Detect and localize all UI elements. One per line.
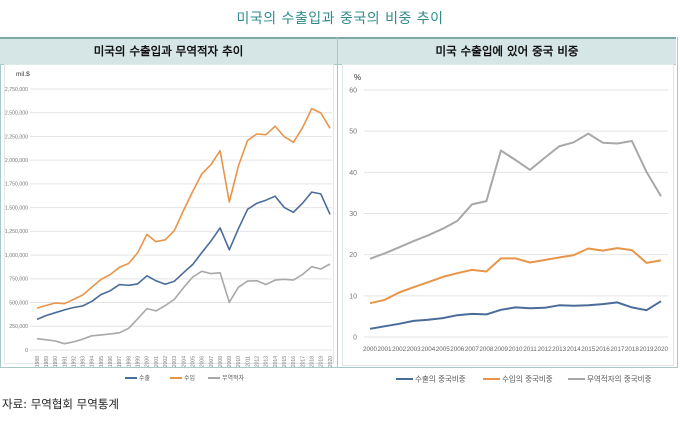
left-x-tick-label: 2008	[218, 356, 224, 367]
right-y-tick-label: 40	[349, 170, 357, 177]
right-y-tick-label: 0	[353, 334, 357, 341]
right-x-tick-label: 2017	[610, 346, 625, 353]
right-legend-label: 수입의 중국비중	[502, 374, 553, 384]
left-x-tick-label: 2007	[209, 356, 215, 367]
right-x-tick-label: 2002	[392, 346, 407, 353]
left-x-tick-label: 2020	[328, 356, 334, 367]
right-x-tick-label: 2008	[479, 346, 494, 353]
left-y-tick-label: 1,250,000	[5, 229, 28, 235]
panel-divider	[337, 37, 338, 368]
left-x-tick-label: 1988	[35, 356, 41, 367]
right-legend-label: 무역적자의 중국비중	[587, 374, 652, 384]
left-x-tick-label: 1993	[81, 356, 87, 367]
right-y-unit-label: %	[354, 73, 361, 82]
right-y-tick-label: 20	[349, 252, 357, 259]
left-x-tick-label: 1998	[126, 356, 132, 367]
left-x-tick-label: 1997	[117, 356, 123, 367]
left-legend-label: 수입	[184, 374, 195, 382]
right-x-tick-label: 2005	[436, 346, 451, 353]
right-x-tick-label: 2010	[508, 346, 523, 353]
left-series-line-0	[36, 191, 331, 321]
left-x-tick-label: 2014	[273, 356, 279, 367]
left-chart-box	[4, 64, 334, 364]
left-x-tick-label: 2012	[255, 356, 261, 367]
right-y-tick-label: 30	[349, 211, 357, 218]
left-x-tick-label: 2018	[309, 356, 315, 367]
right-x-tick-label: 2018	[625, 346, 640, 353]
left-series-line-1	[36, 107, 331, 309]
left-x-tick-label: 1996	[108, 356, 114, 367]
right-x-tick-label: 2014	[567, 346, 582, 353]
right-series-line-2	[369, 132, 662, 260]
left-y-tick-label: 1,750,000	[5, 182, 28, 188]
right-y-tick-label: 10	[349, 293, 357, 300]
left-y-tick-label: 750,000	[9, 277, 28, 283]
left-legend-label: 무역적자	[222, 374, 245, 382]
right-x-tick-label: 2000	[363, 346, 378, 353]
right-x-tick-label: 2016	[596, 346, 611, 353]
panel-frame	[0, 37, 678, 368]
left-y-tick-label: 2,250,000	[5, 134, 28, 140]
left-y-tick-label: 1,000,000	[5, 253, 28, 259]
left-y-tick-label: 0	[25, 348, 28, 354]
right-x-tick-label: 2020	[654, 346, 669, 353]
right-x-tick-label: 2001	[378, 346, 393, 353]
right-x-tick-label: 2012	[538, 346, 553, 353]
right-panel-header: 미국 수출입에 있어 중국 비중	[338, 37, 676, 65]
right-x-tick-label: 2013	[552, 346, 567, 353]
left-x-tick-label: 2017	[300, 356, 306, 367]
right-x-tick-label: 2019	[639, 346, 654, 353]
left-x-tick-label: 2009	[227, 356, 233, 367]
source-note: 자료: 무역협회 무역통계	[2, 397, 119, 411]
left-x-tick-label: 1989	[44, 356, 50, 367]
left-y-unit-label: mil.$	[16, 71, 30, 78]
left-y-tick-label: 2,000,000	[5, 158, 28, 164]
left-x-tick-label: 2016	[291, 356, 297, 367]
right-y-tick-label: 50	[349, 129, 357, 136]
left-x-tick-label: 2010	[236, 356, 242, 367]
right-legend-label: 수출의 중국비중	[415, 374, 466, 384]
left-x-tick-label: 1990	[53, 356, 59, 367]
right-series-line-0	[369, 300, 662, 330]
left-x-tick-label: 2001	[154, 356, 160, 367]
right-x-tick-label: 2006	[450, 346, 465, 353]
left-legend-label: 수출	[139, 374, 151, 382]
left-x-tick-label: 1999	[136, 356, 142, 367]
right-x-tick-label: 2011	[523, 346, 537, 353]
right-series-line-1	[369, 247, 662, 305]
right-x-tick-label: 2009	[494, 346, 509, 353]
right-x-tick-label: 2015	[581, 346, 596, 353]
left-x-tick-label: 1995	[99, 356, 105, 367]
left-x-tick-label: 2000	[145, 356, 151, 367]
left-x-tick-label: 2003	[172, 356, 178, 367]
left-x-tick-label: 2002	[163, 356, 169, 367]
left-y-tick-label: 2,750,000	[5, 87, 28, 93]
right-y-tick-label: 60	[349, 87, 357, 94]
left-x-tick-label: 2013	[264, 356, 270, 367]
left-series-line-2	[36, 263, 331, 345]
left-y-tick-label: 500,000	[9, 300, 28, 306]
left-x-tick-label: 2019	[319, 356, 325, 367]
right-x-tick-label: 2004	[421, 346, 436, 353]
right-x-tick-label: 2007	[465, 346, 480, 353]
left-y-tick-label: 250,000	[9, 324, 28, 330]
page-title: 미국의 수출입과 중국의 비중 추이	[236, 11, 444, 27]
right-x-tick-label: 2003	[407, 346, 422, 353]
left-y-tick-label: 2,500,000	[5, 111, 28, 117]
left-x-tick-label: 1992	[71, 356, 77, 367]
left-x-tick-label: 2006	[200, 356, 206, 367]
left-y-tick-label: 1,500,000	[5, 205, 28, 211]
left-panel-header: 미국의 수출입과 무역적자 추이	[0, 37, 338, 65]
left-x-tick-label: 2015	[282, 356, 288, 367]
left-x-tick-label: 2005	[190, 356, 196, 367]
left-x-tick-label: 1994	[90, 356, 96, 367]
left-x-tick-label: 1991	[62, 356, 68, 367]
right-chart-box	[342, 64, 674, 366]
left-x-tick-label: 2004	[181, 356, 187, 367]
left-x-tick-label: 2011	[245, 356, 251, 367]
